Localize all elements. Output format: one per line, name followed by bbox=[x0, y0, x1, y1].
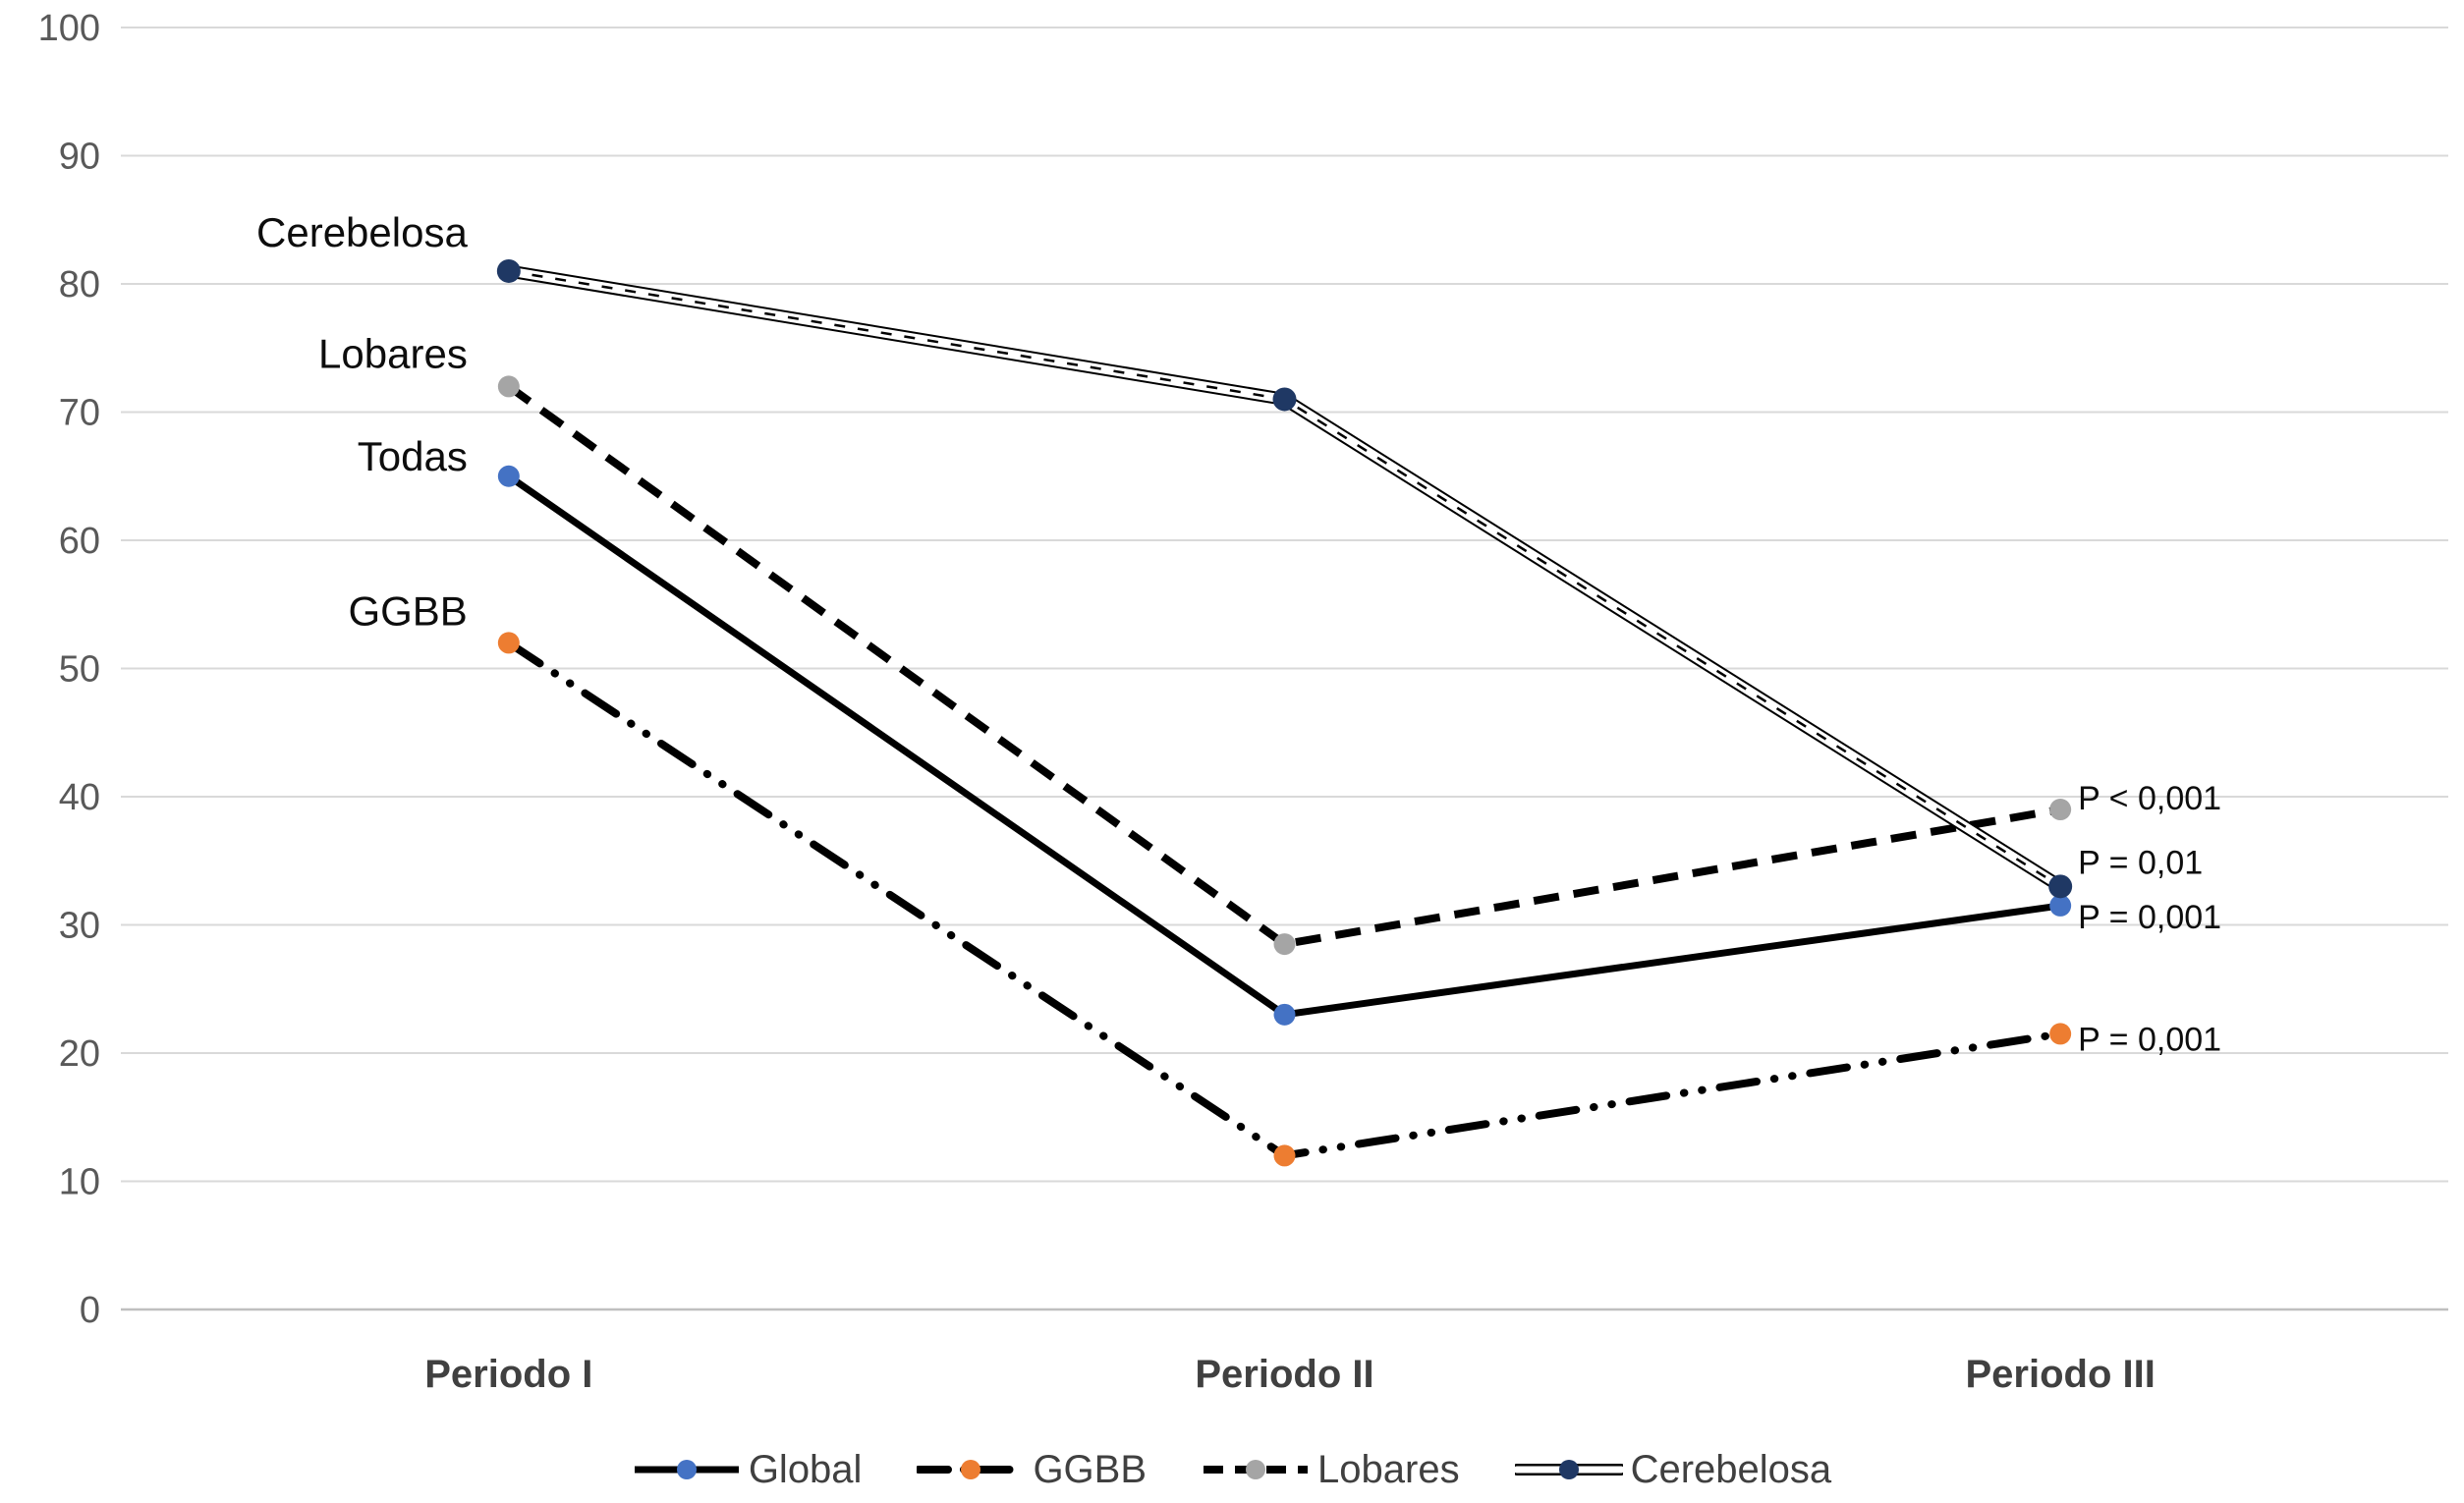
legend-marker-dot bbox=[676, 1460, 697, 1479]
series-markers-global bbox=[497, 465, 2072, 1026]
series-start-label: Cerebelosa bbox=[256, 209, 468, 255]
x-axis: Periodo I Periodo II Periodo III bbox=[424, 1353, 2156, 1396]
data-point-marker bbox=[2049, 799, 2072, 821]
y-tick-label: 90 bbox=[59, 137, 100, 178]
x-category-label: Periodo I bbox=[424, 1353, 592, 1396]
data-point-marker bbox=[497, 632, 520, 654]
line-segment bbox=[504, 639, 2065, 1160]
x-category-label: Periodo III bbox=[1965, 1353, 2155, 1396]
y-tick-label: 40 bbox=[59, 777, 100, 818]
p-value-label: P = 0,01 bbox=[2078, 844, 2203, 881]
data-point-marker bbox=[2049, 894, 2072, 917]
data-point-marker bbox=[496, 258, 521, 283]
data-point-marker bbox=[1273, 933, 1296, 956]
data-point-marker bbox=[1273, 1144, 1296, 1167]
legend-marker-dot bbox=[1558, 1460, 1579, 1479]
y-tick-label: 30 bbox=[59, 906, 100, 947]
legend-item-global: Global bbox=[633, 1447, 863, 1492]
x-category-label: Periodo II bbox=[1195, 1353, 1373, 1396]
series-markers-ggbb bbox=[497, 632, 2072, 1167]
legend-marker-solid bbox=[634, 1460, 739, 1479]
p-value-label: P = 0,001 bbox=[2078, 1021, 2221, 1058]
data-point-marker bbox=[2049, 1023, 2072, 1045]
y-tick-label: 60 bbox=[59, 521, 100, 562]
data-point-marker bbox=[497, 375, 520, 398]
y-tick-label: 10 bbox=[59, 1162, 100, 1203]
p-value-label: P < 0,001 bbox=[2078, 780, 2221, 817]
legend-marker-dash-dot-dot bbox=[917, 1460, 1026, 1479]
legend-label: Global bbox=[748, 1447, 863, 1491]
series-markers-cerebelosa bbox=[496, 258, 2073, 899]
y-axis: 0 10 20 30 40 50 60 70 80 90 100 bbox=[38, 8, 100, 1331]
data-point-marker bbox=[497, 465, 520, 487]
data-point-marker bbox=[1272, 387, 1297, 412]
legend-label: Lobares bbox=[1317, 1447, 1460, 1491]
y-tick-label: 0 bbox=[80, 1290, 100, 1331]
data-point-marker bbox=[1273, 1003, 1296, 1026]
legend-label: Cerebelosa bbox=[1630, 1447, 1832, 1491]
gridlines bbox=[121, 27, 2448, 1183]
legend-item-lobares: Lobares bbox=[1202, 1448, 1460, 1492]
legend-item-cerebelosa: Cerebelosa bbox=[1514, 1447, 1832, 1492]
series-line-lobares bbox=[506, 383, 2061, 949]
line-segment bbox=[506, 383, 2061, 949]
y-tick-label: 50 bbox=[59, 649, 100, 691]
legend-marker-double bbox=[1514, 1460, 1623, 1479]
y-tick-label: 100 bbox=[38, 8, 100, 49]
y-tick-label: 80 bbox=[59, 264, 100, 306]
p-value-label: P = 0,001 bbox=[2078, 899, 2221, 936]
legend-marker-dot bbox=[1246, 1460, 1266, 1479]
series-line-ggbb bbox=[504, 639, 2065, 1160]
y-tick-label: 70 bbox=[59, 393, 100, 434]
chart-legend: Global GGBB Lobares Cerebelosa bbox=[0, 1438, 2464, 1501]
series-markers-lobares bbox=[497, 375, 2072, 956]
legend-item-ggbb: GGBB bbox=[917, 1448, 1147, 1492]
series-start-label: Todas bbox=[358, 433, 468, 479]
series-start-label: GGBB bbox=[348, 587, 467, 634]
data-point-marker bbox=[2048, 874, 2073, 899]
annotations: Todas P = 0,001 GGBB P = 0,001 Lobares P < 0,… bbox=[256, 209, 2221, 1058]
y-tick-label: 20 bbox=[59, 1033, 100, 1075]
series-start-label: Lobares bbox=[318, 330, 468, 376]
legend-marker-dot bbox=[961, 1460, 981, 1479]
legend-marker-dashed bbox=[1204, 1460, 1309, 1479]
legend-label: GGBB bbox=[1033, 1447, 1148, 1491]
